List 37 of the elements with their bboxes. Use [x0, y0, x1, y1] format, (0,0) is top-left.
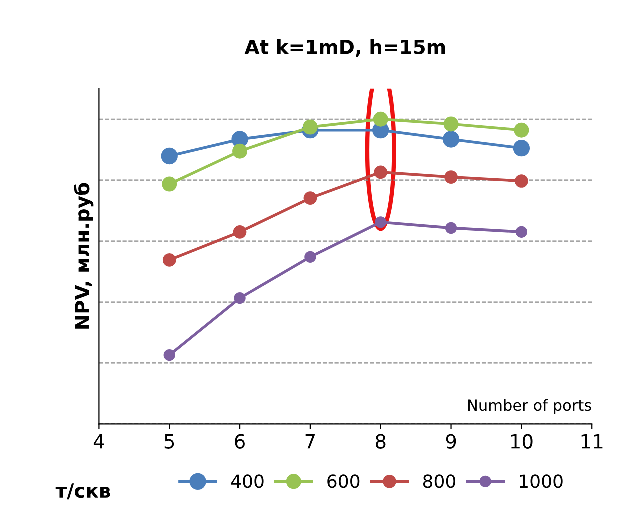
x-tick-label: 9 [446, 434, 456, 449]
x-axis-title: Number of ports [468, 399, 592, 414]
legend-label: 400 [231, 474, 264, 488]
point [233, 225, 247, 239]
x-tick-label: 11 [582, 434, 603, 449]
legend-title: т/скв [56, 484, 110, 500]
point [164, 349, 176, 362]
chart-title: At k=1mD, h=15m [244, 39, 446, 57]
point [374, 166, 388, 180]
point [161, 148, 178, 165]
x-tick-label: 6 [235, 434, 245, 449]
point [304, 192, 318, 205]
point [444, 116, 459, 132]
point [375, 216, 387, 228]
x-tick-label: 7 [306, 434, 315, 449]
point [373, 112, 388, 127]
point [513, 140, 530, 157]
legend-label: 800 [423, 474, 456, 488]
x-tick-label: 5 [164, 434, 174, 449]
y-axis-title: NPV, млн.руб [74, 183, 94, 329]
point [442, 131, 460, 148]
point [232, 144, 248, 159]
point [445, 222, 458, 234]
point [234, 292, 246, 304]
point [162, 176, 178, 192]
point [162, 254, 176, 267]
legend-label: 600 [328, 474, 360, 488]
x-tick-label: 10 [511, 434, 533, 449]
point [516, 226, 528, 238]
x-tick-label: 4 [94, 434, 104, 449]
point [302, 120, 318, 135]
x-tick-label: 8 [376, 434, 386, 449]
point [515, 174, 528, 188]
point [444, 170, 458, 184]
point [514, 122, 530, 138]
point [304, 251, 316, 263]
legend-label: 1000 [520, 474, 563, 488]
